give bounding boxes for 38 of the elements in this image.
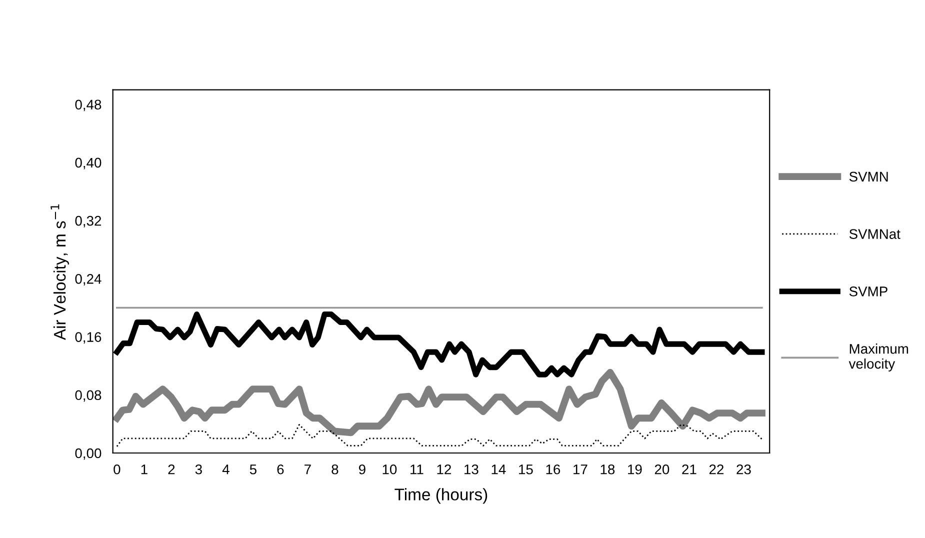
legend-label: SVMP	[849, 286, 888, 296]
x-tick-label: 0	[114, 464, 120, 474]
x-tick-label: 16	[546, 464, 560, 474]
x-tick-label: 12	[437, 464, 451, 474]
x-tick-label: 9	[358, 464, 366, 474]
x-tick-label: 6	[277, 464, 284, 474]
y-tick-label: 0,32	[75, 216, 102, 228]
x-tick-label: 19	[628, 464, 642, 474]
x-tick-label: 1	[141, 464, 148, 474]
x-tick-label: 22	[709, 464, 724, 474]
y-axis-title: Air Velocity, m s$^{−1}$	[50, 204, 69, 340]
legend-label: SVMNat	[849, 229, 900, 239]
x-tick-label: 4	[222, 464, 230, 474]
y-tick-label: 0,16	[75, 332, 102, 344]
x-tick-label: 13	[464, 464, 478, 474]
x-axis-title: Time (hours)	[394, 488, 488, 504]
x-tick-label: 8	[332, 464, 338, 474]
x-tick-label: 18	[600, 464, 615, 474]
x-tick-label: 3	[195, 464, 202, 474]
legend-label: Maximum velocity	[848, 344, 908, 372]
x-tick-label: 14	[492, 464, 506, 474]
x-tick-label: 21	[682, 464, 696, 474]
line-series	[116, 424, 763, 448]
x-tick-label: 5	[250, 464, 256, 474]
y-tick-label: 0,40	[75, 158, 102, 170]
x-tick-label: 10	[382, 464, 397, 474]
x-tick-label: 7	[304, 464, 311, 474]
y-tick-label: 0,48	[75, 100, 102, 112]
x-tick-label: 15	[519, 464, 533, 474]
x-tick-label: 23	[736, 464, 751, 474]
y-tick-label: 0,00	[75, 448, 102, 460]
x-tick-label: 11	[410, 464, 424, 474]
y-tick-label: 0,08	[75, 390, 102, 402]
y-tick-label: 0,24	[75, 274, 102, 286]
x-tick-label: 2	[168, 464, 175, 474]
legend-label: SVMN	[849, 172, 888, 182]
x-tick-label: 17	[574, 464, 588, 474]
x-tick-label: 20	[654, 464, 670, 474]
